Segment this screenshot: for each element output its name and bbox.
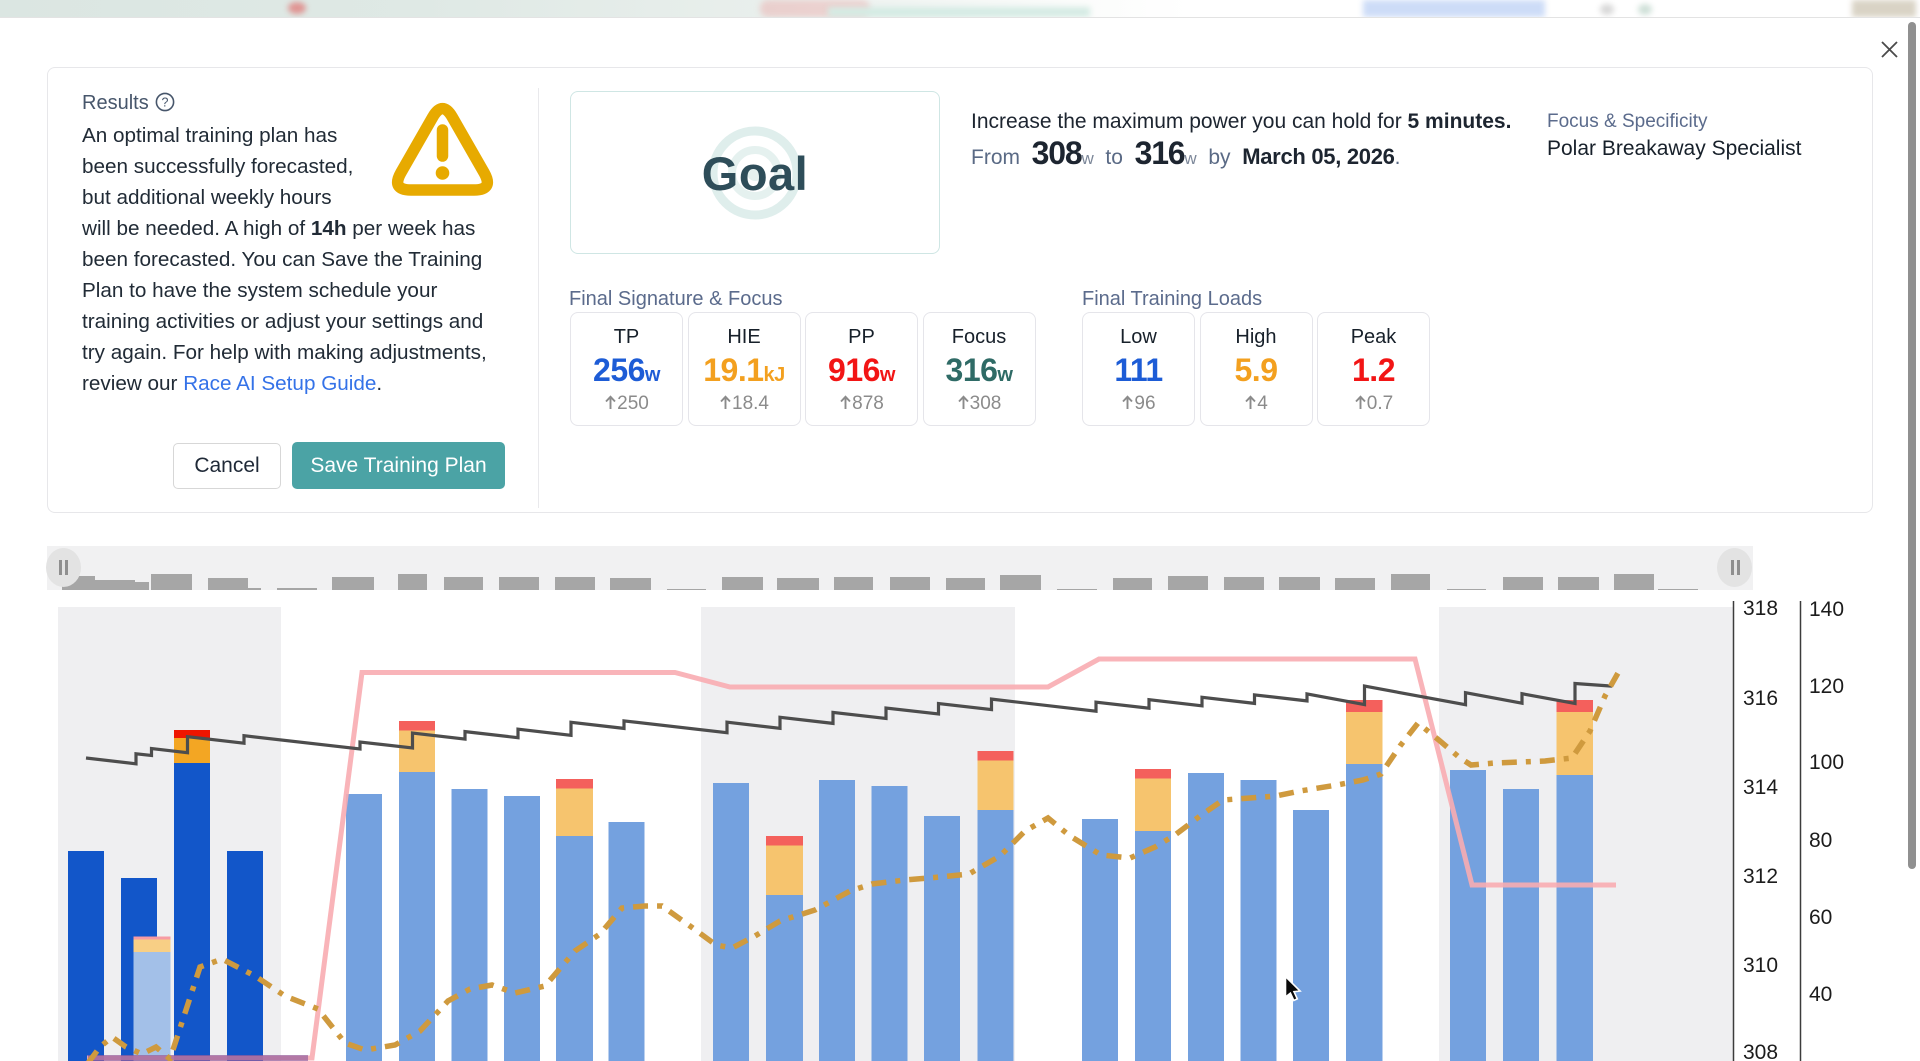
svg-text:?: ? (161, 95, 168, 109)
svg-text:316: 316 (1743, 687, 1778, 710)
svg-text:310: 310 (1743, 954, 1778, 977)
svg-text:80: 80 (1809, 829, 1832, 852)
svg-text:318: 318 (1743, 597, 1778, 620)
svg-text:312: 312 (1743, 865, 1778, 888)
svg-text:100: 100 (1809, 751, 1844, 774)
svg-text:308: 308 (1743, 1041, 1778, 1061)
svg-text:140: 140 (1809, 598, 1844, 621)
svg-text:60: 60 (1809, 906, 1832, 929)
svg-text:314: 314 (1743, 776, 1778, 799)
svg-text:40: 40 (1809, 983, 1832, 1006)
svg-text:120: 120 (1809, 675, 1844, 698)
